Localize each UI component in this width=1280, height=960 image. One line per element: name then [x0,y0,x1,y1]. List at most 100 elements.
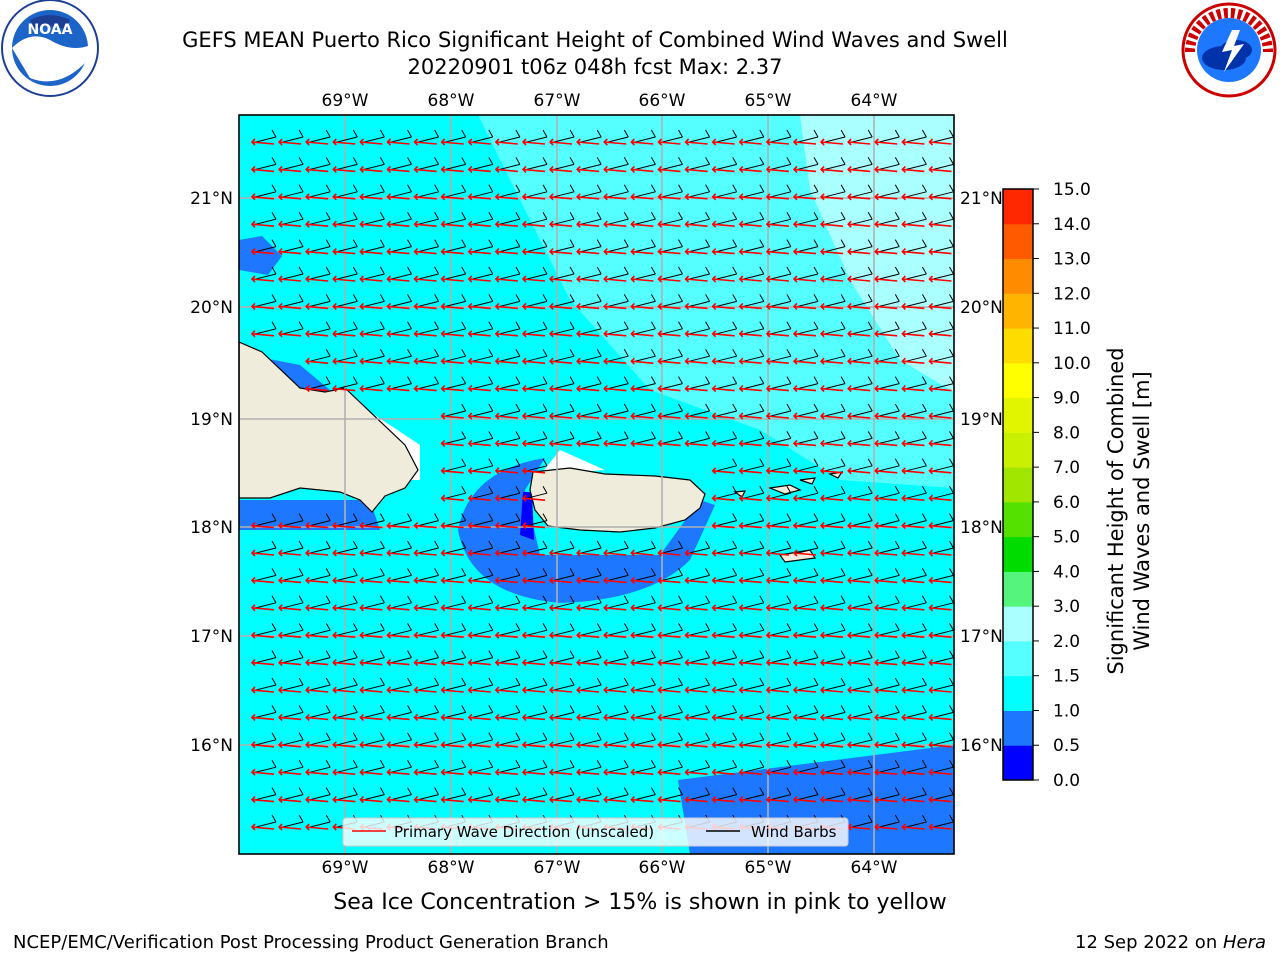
wave-direction-arrow [576,357,600,365]
wave-direction-arrow [928,467,952,475]
wave-direction-arrow [250,248,275,256]
wave-direction-arrow [576,302,600,310]
wave-direction-arrow [386,686,410,694]
lat-label-right: 16°N [960,736,1003,756]
wave-direction-arrow [305,330,329,338]
wave-direction-arrow [711,604,735,612]
wave-direction-arrow [711,768,735,776]
colorbar-swatch [1003,293,1033,329]
wave-direction-arrow [250,549,275,557]
wave-direction-arrow [928,549,952,557]
wave-direction-arrow [603,686,627,694]
colorbar-swatch [1003,432,1033,468]
wave-direction-arrow [521,522,546,530]
wave-direction-arrow [847,494,871,502]
lat-label-left: 18°N [190,518,233,538]
wave-direction-arrow [928,494,952,502]
wave-direction-arrow [657,604,681,612]
colorbar-swatch [1003,467,1033,503]
wave-direction-arrow [603,549,627,557]
colorbar-tick-label: 5.0 [1053,528,1080,548]
wave-direction-arrow [250,686,275,694]
wave-direction-arrow [548,796,573,804]
wave-direction-arrow [684,412,708,420]
wave-direction-arrow [332,796,356,804]
colorbar-swatch [1003,710,1033,746]
wave-direction-arrow [901,604,925,612]
wave-direction-arrow [711,357,735,365]
wave-direction-arrow [440,467,464,475]
wave-direction-arrow [250,823,275,831]
wave-direction-arrow [440,193,464,201]
colorbar-swatch [1003,675,1033,711]
wave-direction-arrow [440,275,464,283]
wave-direction-arrow [847,412,871,420]
wave-direction-arrow [847,659,871,667]
wave-direction-arrow [765,385,789,393]
wave-direction-arrow [494,549,518,557]
wave-direction-arrow [874,604,898,612]
wave-direction-arrow [277,330,302,338]
wave-direction-arrow [467,412,491,420]
wave-direction-arrow [928,165,952,173]
wave-direction-arrow [332,138,356,146]
wave-direction-arrow [386,741,410,749]
wave-direction-arrow [792,796,817,804]
colorbar-tick-label: 4.0 [1053,562,1080,582]
wave-direction-arrow [684,330,708,338]
wave-direction-arrow [738,631,762,639]
wave-direction-arrow [467,220,491,228]
wave-direction-arrow [576,385,600,393]
wave-direction-arrow [603,768,627,776]
wave-direction-arrow [819,604,844,612]
wave-direction-arrow [684,275,708,283]
wave-direction-arrow [657,549,681,557]
wave-direction-arrow [440,796,464,804]
colorbar-swatch [1003,189,1033,225]
wave-direction-arrow [413,576,437,584]
lon-label-bottom: 65°W [745,858,792,878]
wave-direction-arrow [901,165,925,173]
wave-direction-arrow [874,385,898,393]
lat-label-right: 18°N [960,518,1003,538]
wave-direction-arrow [711,549,735,557]
colorbar-tick-label: 2.0 [1053,632,1080,652]
wave-direction-arrow [901,138,925,146]
wave-direction-arrow [792,385,817,393]
footer-branch: NCEP/EMC/Verification Post Processing Pr… [13,932,609,953]
wave-direction-arrow [467,302,491,310]
wave-direction-arrow [792,713,817,721]
wave-direction-arrow [792,576,817,584]
wave-direction-arrow [494,193,518,201]
wave-direction-arrow [277,768,302,776]
wave-direction-arrow [386,631,410,639]
wave-direction-arrow [494,330,518,338]
wave-direction-arrow [521,302,546,310]
wave-direction-arrow [819,467,844,475]
wave-direction-arrow [765,631,789,639]
wave-direction-arrow [467,686,491,694]
wave-direction-arrow [413,604,437,612]
nws-logo [1181,2,1277,98]
wave-direction-arrow [576,220,600,228]
wave-direction-arrow [332,549,356,557]
wave-direction-arrow [657,330,681,338]
wave-direction-arrow [440,165,464,173]
wave-direction-arrow [711,576,735,584]
wave-direction-arrow [711,741,735,749]
wave-direction-arrow [494,165,518,173]
wave-direction-arrow [928,713,952,721]
wave-direction-arrow [711,220,735,228]
wave-direction-arrow [494,412,518,420]
footer-host: Hera [1222,932,1266,953]
wave-direction-arrow [901,686,925,694]
wave-direction-arrow [576,439,600,447]
wave-direction-arrow [657,686,681,694]
colorbar: 0.0 0.5 1.0 1.5 2.0 3.0 4.0 5.0 6.0 7.0 8.0 9.0 10.0… [1002,180,1091,791]
wave-direction-arrow [576,631,600,639]
lon-label-top: 68°W [428,91,475,111]
wave-direction-arrow [250,275,275,283]
wave-direction-arrow [765,576,789,584]
wave-direction-arrow [847,248,871,256]
wave-direction-arrow [792,357,817,365]
